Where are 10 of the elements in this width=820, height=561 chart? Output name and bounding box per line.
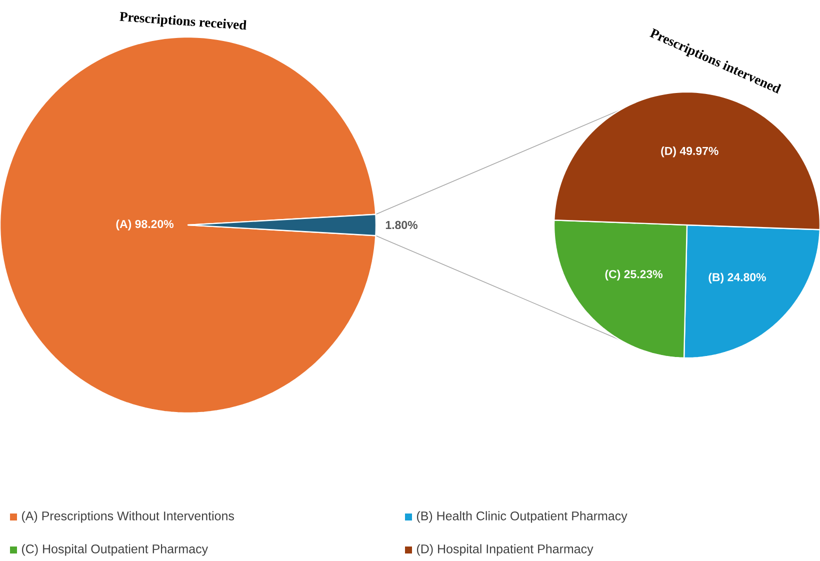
- data-label: (C) 25.23%: [605, 270, 663, 281]
- legend-label: (C) Hospital Outpatient Pharmacy: [22, 544, 208, 556]
- legend-label: (D) Hospital Inpatient Pharmacy: [416, 544, 594, 556]
- data-label: (D) 49.97%: [661, 146, 718, 158]
- data-label: (B) 24.80%: [708, 272, 766, 284]
- data-label: 1.80%: [386, 220, 418, 230]
- legend-label: (B) Health Clinic Outpatient Pharmacy: [416, 511, 628, 523]
- data-label: (A) 98.20%: [116, 220, 174, 230]
- legend-label: (A) Prescriptions Without Interventions: [22, 511, 234, 523]
- chart-title: Prescriptions received: [120, 12, 246, 30]
